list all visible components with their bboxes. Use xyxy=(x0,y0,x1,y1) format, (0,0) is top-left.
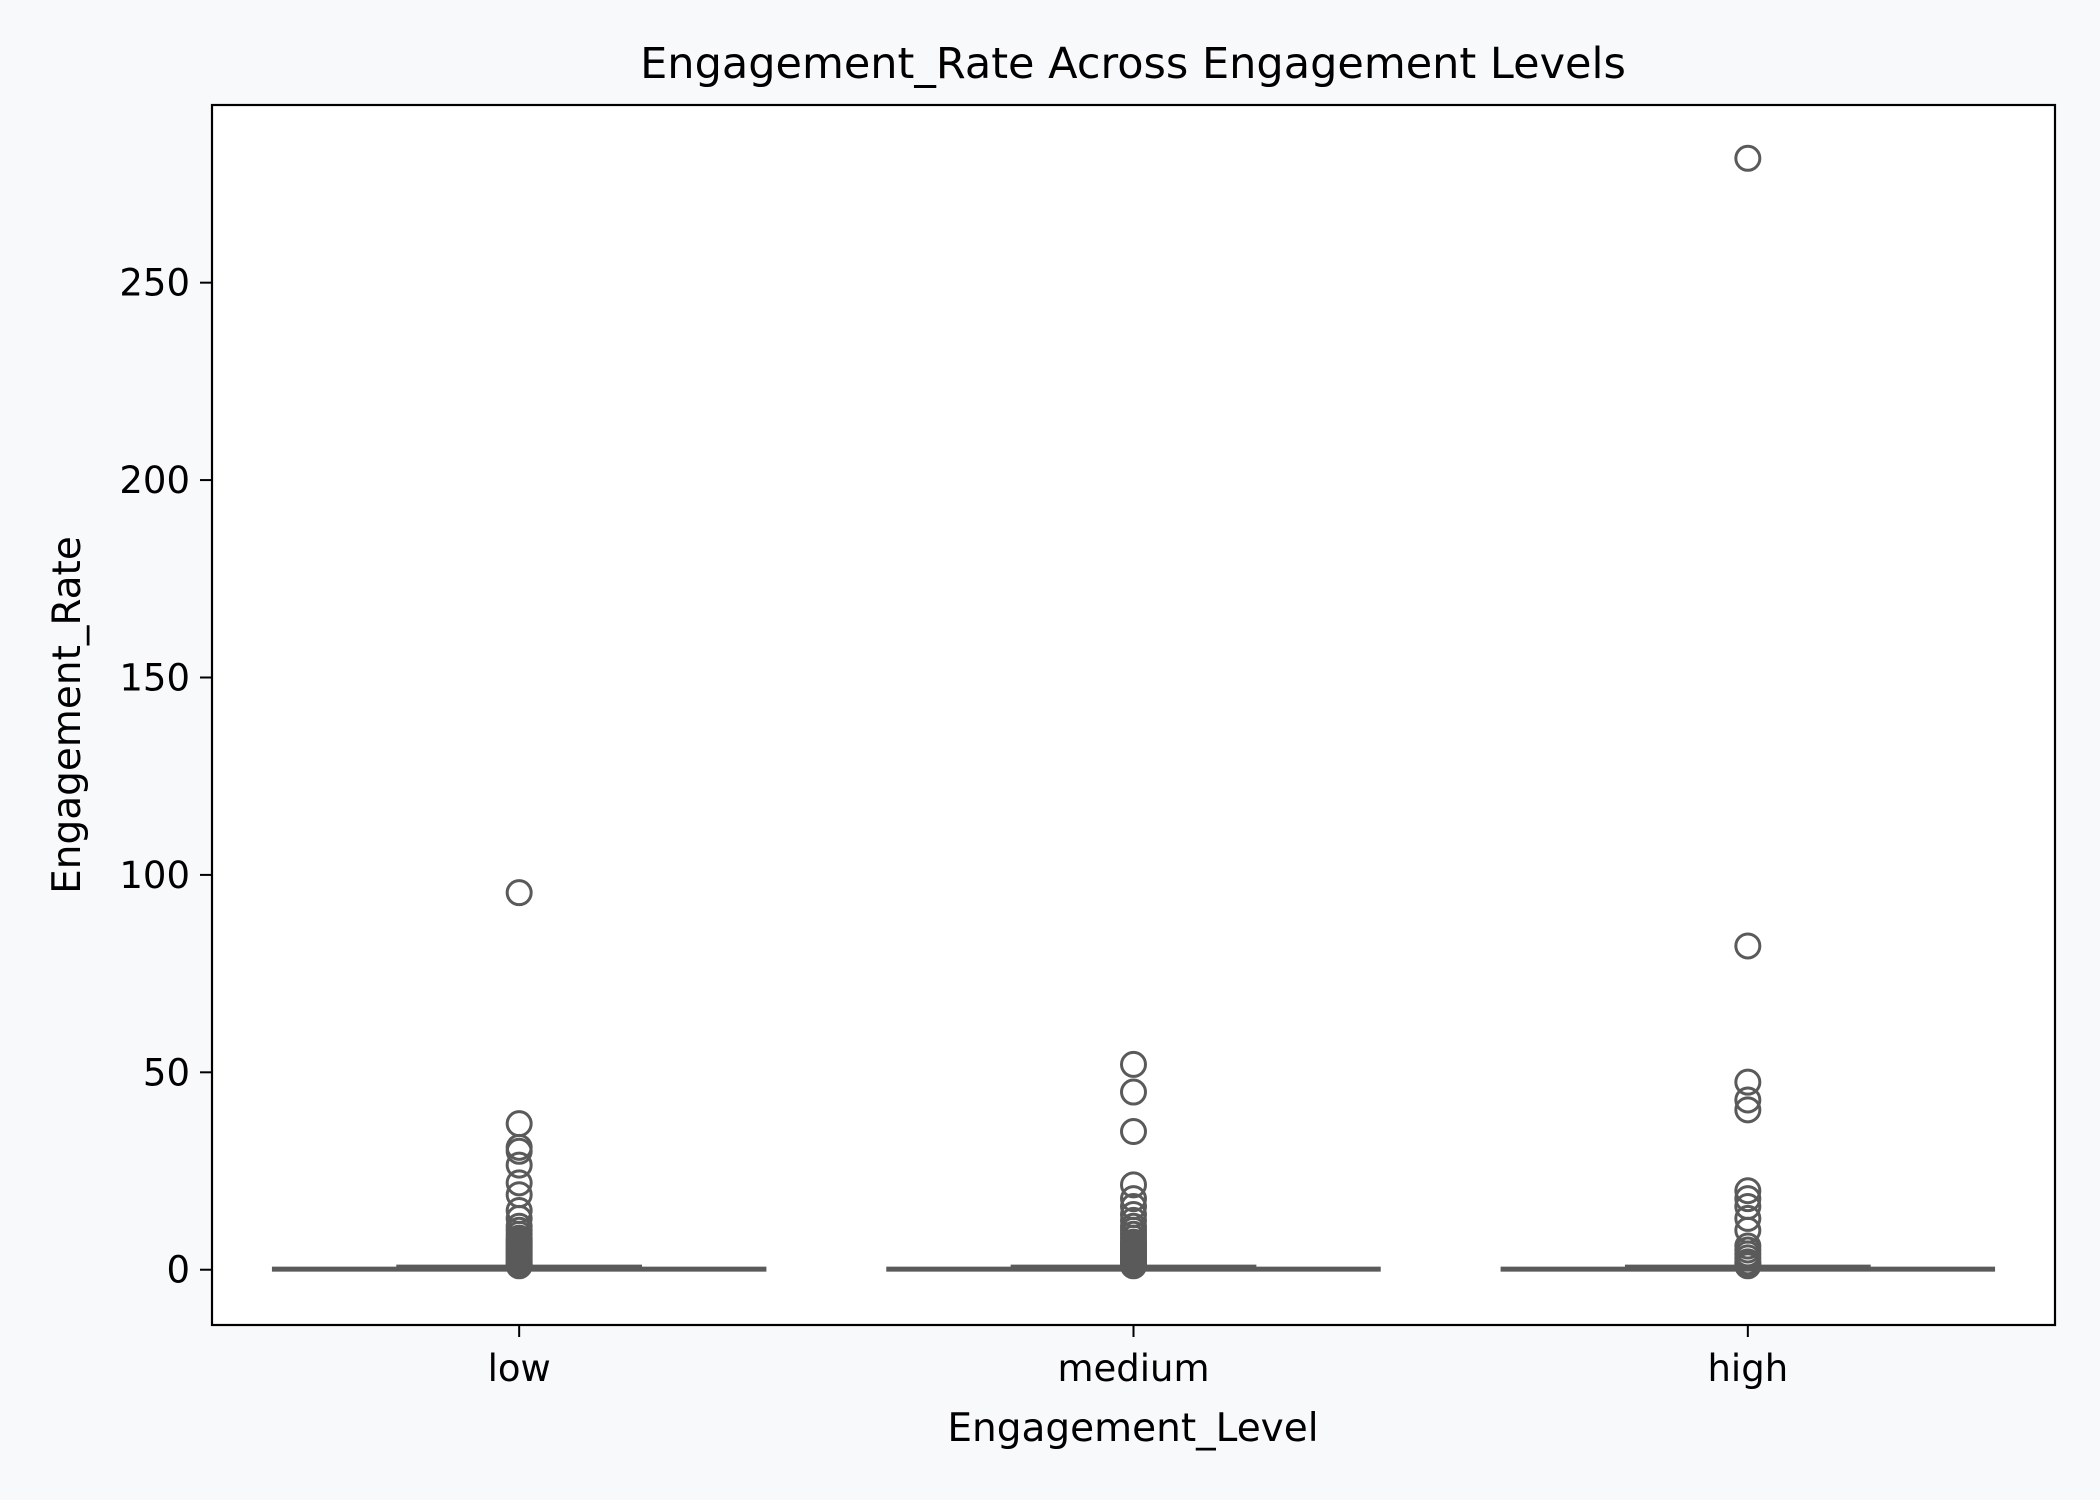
outlier-point xyxy=(1734,932,1762,960)
outlier-point xyxy=(505,1252,533,1280)
outlier-point xyxy=(1734,144,1762,172)
y-tick-label: 50 xyxy=(143,1051,190,1094)
chart-marks xyxy=(271,144,1996,1280)
box-group-high xyxy=(1500,144,1996,1280)
outlier-point xyxy=(505,1151,533,1179)
y-tick-label: 250 xyxy=(119,262,190,305)
x-tick-label: high xyxy=(1707,1347,1788,1390)
y-tick-label: 150 xyxy=(119,656,190,699)
outlier-point xyxy=(1120,1050,1147,1078)
outlier-point xyxy=(1734,1204,1762,1232)
outlier-point xyxy=(1734,1185,1762,1213)
y-tick-label: 100 xyxy=(119,854,190,897)
y-axis-label: Engagement_Rate xyxy=(45,536,90,894)
y-tick-label: 200 xyxy=(119,459,190,502)
y-tick-label: 0 xyxy=(166,1249,190,1292)
box-group-low xyxy=(271,879,767,1280)
x-axis-ticks: low medium high xyxy=(488,1325,1788,1390)
outlier-point xyxy=(1734,1177,1762,1205)
plot-frame xyxy=(210,103,2057,1327)
x-axis-label: Engagement_Level xyxy=(947,1406,1318,1451)
y-axis-ticks: 0 50 100 150 200 250 xyxy=(119,262,212,1292)
box-group-medium xyxy=(886,1050,1381,1280)
outlier-point xyxy=(1120,1078,1147,1106)
outlier-point xyxy=(505,1137,533,1165)
outlier-point xyxy=(1120,1171,1147,1199)
x-tick-label: medium xyxy=(1057,1347,1209,1390)
outlier-point xyxy=(1734,1068,1762,1096)
outlier-point xyxy=(505,879,533,907)
plot-background xyxy=(212,105,2055,1325)
chart-title: Engagement_Rate Across Engagement Levels xyxy=(640,39,1626,89)
outlier-point xyxy=(1734,1252,1762,1280)
outlier-point xyxy=(1120,1118,1147,1146)
x-tick-label: low xyxy=(488,1347,551,1390)
outlier-point xyxy=(1120,1252,1147,1280)
outlier-point xyxy=(1734,1086,1762,1114)
outlier-point xyxy=(1120,1185,1147,1213)
outlier-point xyxy=(505,1169,533,1197)
outlier-point xyxy=(1734,1096,1762,1124)
